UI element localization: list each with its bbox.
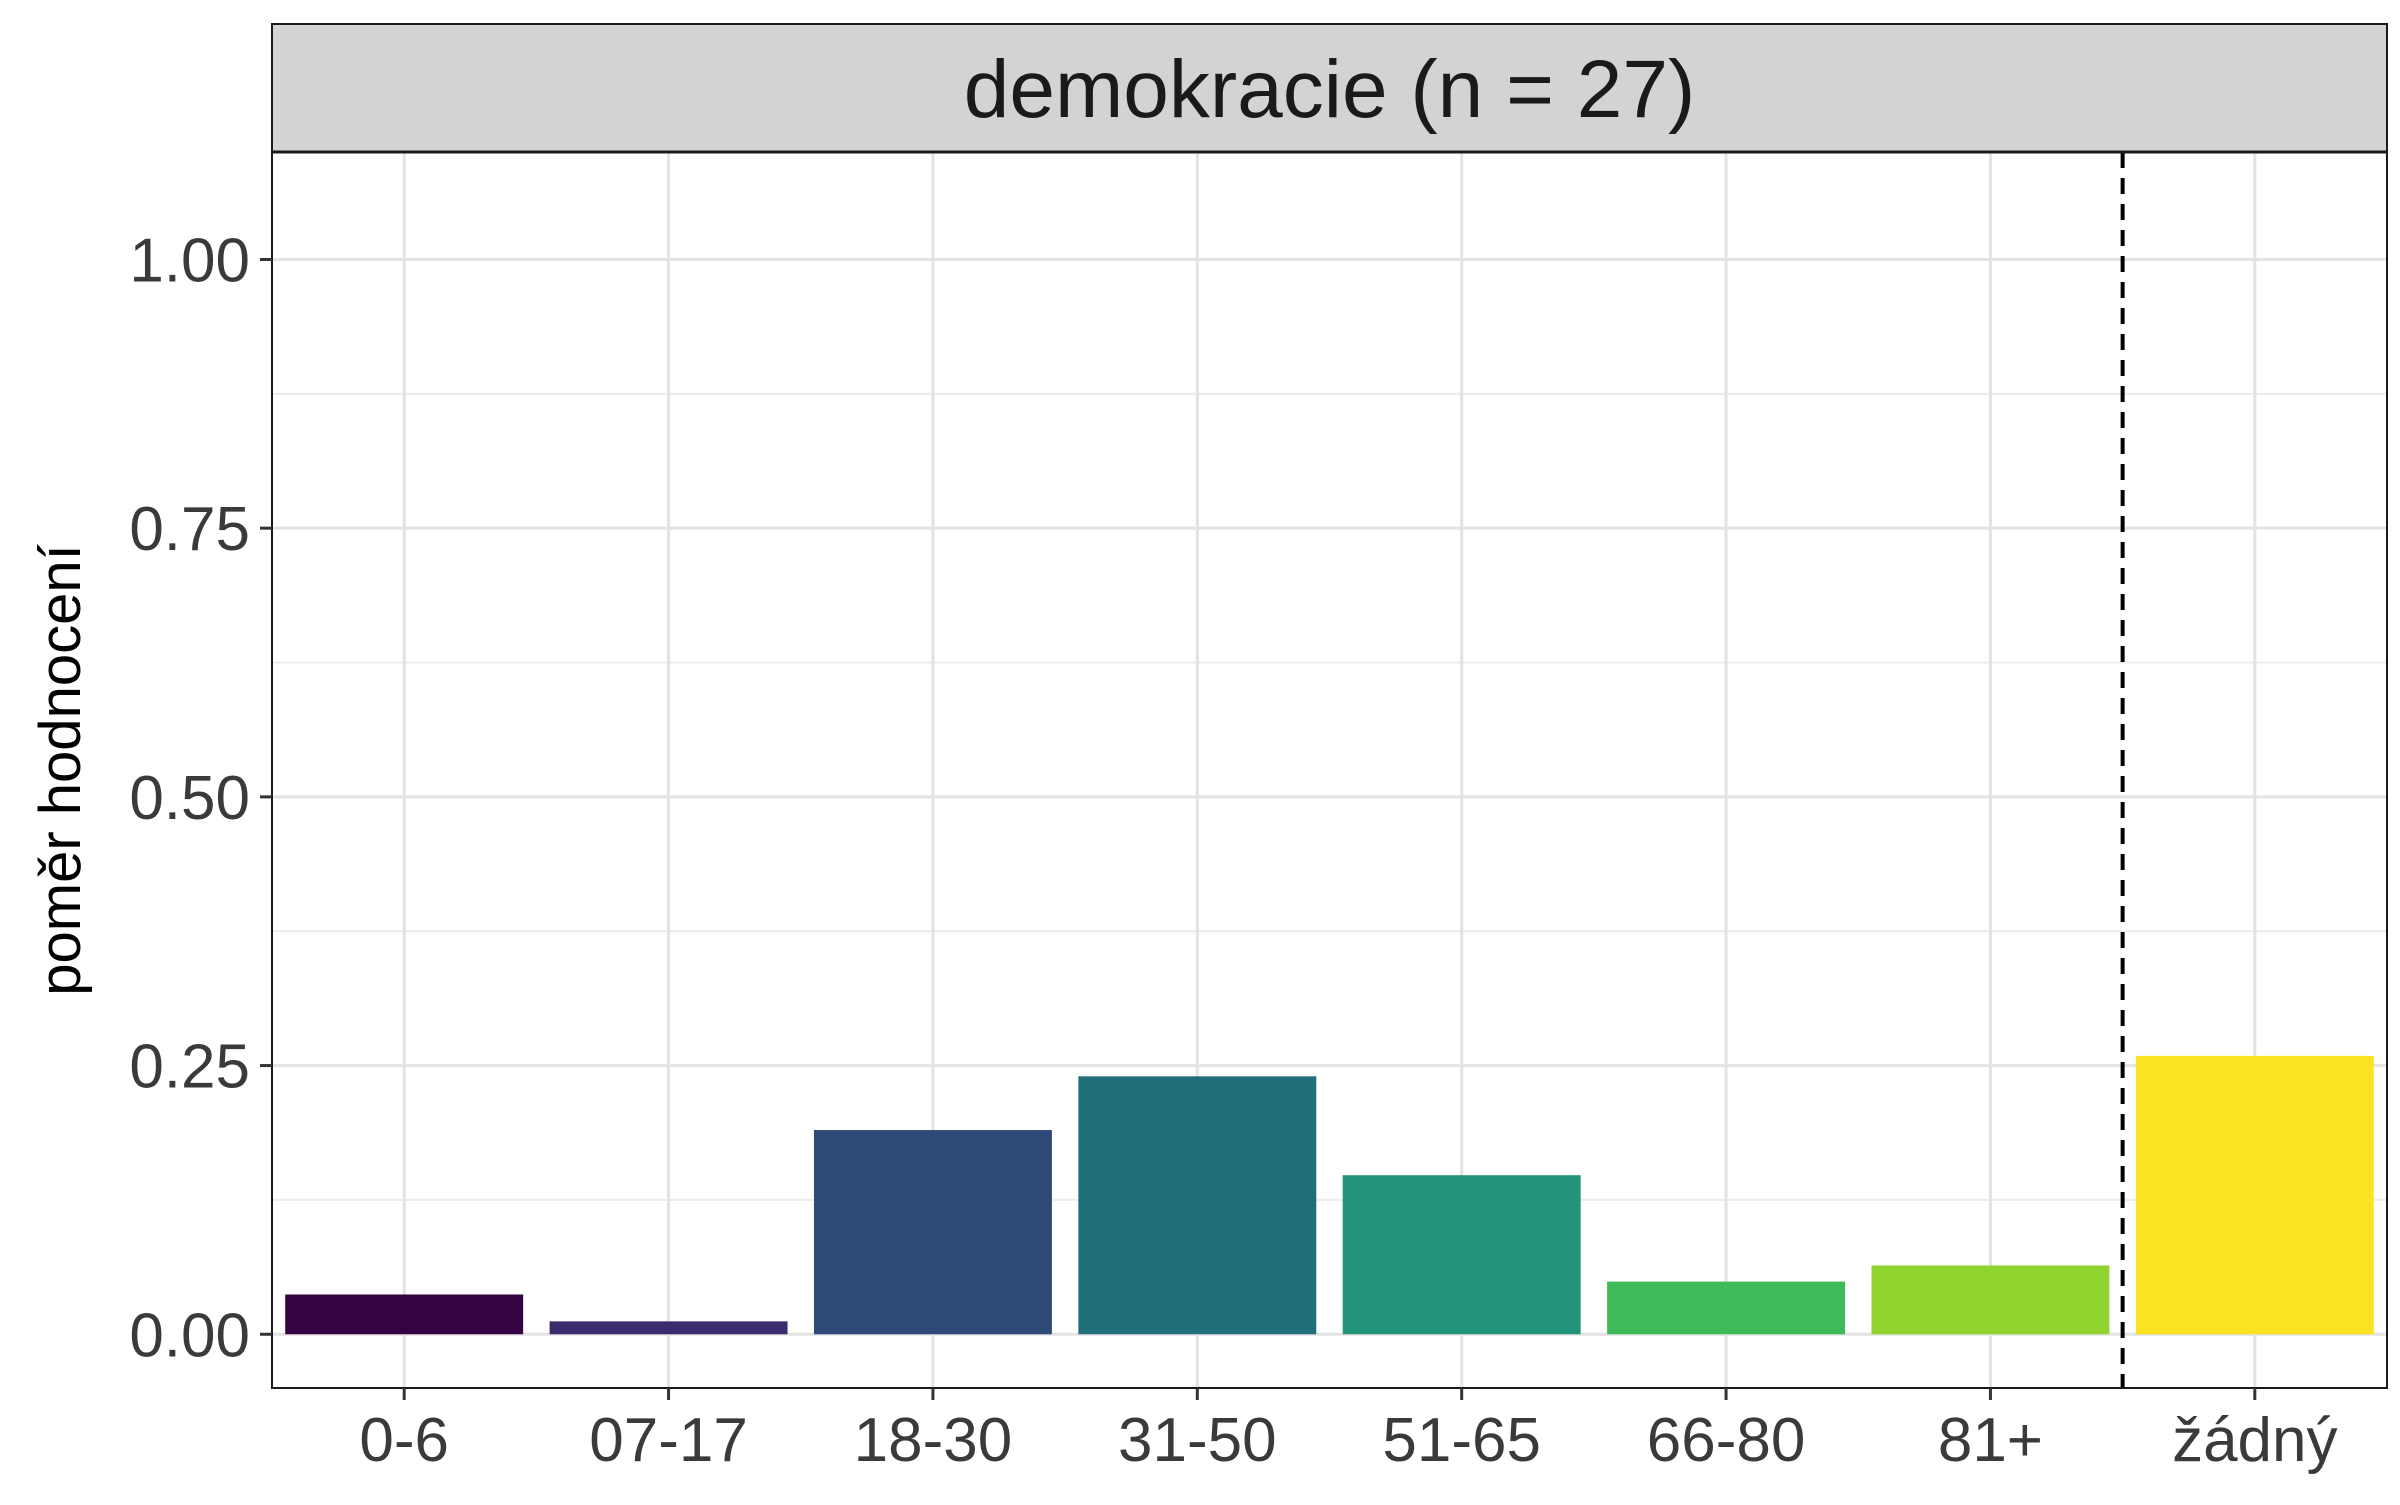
panel-border	[271, 23, 2388, 1389]
x-tick-label: 81+	[1938, 1406, 2043, 1475]
bar-31-50	[1078, 1076, 1317, 1335]
bar-0-6	[285, 1294, 524, 1335]
x-tick-label: 51-65	[1382, 1406, 1541, 1475]
bar-18-30	[813, 1130, 1052, 1335]
bar-66-80	[1607, 1281, 1846, 1335]
y-axis: 0.00 0.25 0.50 0.75 1.00	[129, 226, 272, 1370]
y-axis-title: poměr hodnocení	[28, 544, 93, 995]
x-tick-label: žádný	[2172, 1406, 2337, 1475]
x-tick-label: 0-6	[359, 1406, 449, 1475]
bar-81+	[1871, 1265, 2110, 1335]
x-tick-label: 18-30	[854, 1406, 1013, 1475]
facet-strip	[271, 23, 2388, 153]
y-tick-label: 0.75	[129, 495, 250, 564]
bars	[285, 1055, 2374, 1335]
x-axis: 0-6 07-17 18-30 31-50 51-65 66-80 81+ žádný	[359, 1388, 2338, 1475]
bar-51-65	[1342, 1175, 1581, 1335]
bar-07-17	[549, 1321, 788, 1335]
grid-lines	[272, 152, 2387, 1388]
x-tick-label: 31-50	[1118, 1406, 1277, 1475]
y-tick-label: 1.00	[129, 226, 250, 295]
x-tick-label: 07-17	[589, 1406, 748, 1475]
x-tick-label: 66-80	[1647, 1406, 1806, 1475]
y-tick-label: 0.00	[129, 1301, 250, 1370]
y-tick-label: 0.50	[129, 764, 250, 833]
bar-žádný	[2135, 1055, 2374, 1335]
facet-title: demokracie (n = 27)	[964, 44, 1696, 135]
y-tick-label: 0.25	[129, 1033, 250, 1102]
